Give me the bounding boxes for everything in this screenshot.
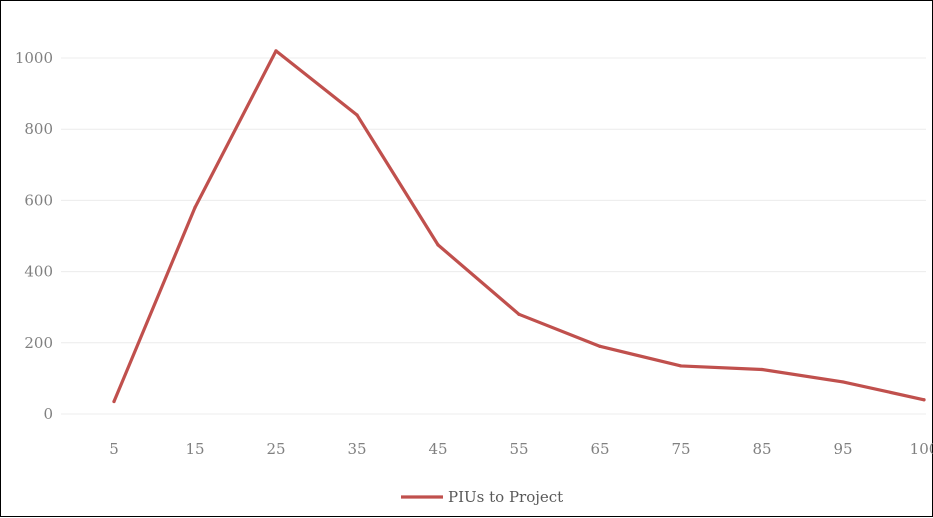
gridlines xyxy=(61,57,926,415)
data-point xyxy=(274,49,278,53)
series-line xyxy=(112,49,926,404)
data-point xyxy=(436,243,440,247)
x-tick-label: 25 xyxy=(266,440,285,458)
data-point xyxy=(679,364,683,368)
x-tick-label: 45 xyxy=(428,440,447,458)
x-tick-label: 65 xyxy=(590,440,609,458)
data-point xyxy=(355,113,359,117)
y-tick-label: 200 xyxy=(24,334,53,352)
y-tick-label: 400 xyxy=(24,263,53,281)
x-tick-label: 35 xyxy=(347,440,366,458)
x-axis-ticks: 5 15 25 35 45 55 65 75 85 95 100 xyxy=(109,440,933,458)
x-tick-label: 100 xyxy=(910,440,933,458)
y-axis-ticks: 0 200 400 600 800 1000 xyxy=(15,49,53,423)
data-point xyxy=(112,399,116,404)
x-tick-label: 75 xyxy=(671,440,690,458)
series-lines xyxy=(112,49,926,404)
data-point xyxy=(598,344,602,348)
data-point xyxy=(517,312,521,316)
y-tick-label: 800 xyxy=(24,120,53,138)
y-tick-label: 1000 xyxy=(15,49,53,67)
data-point xyxy=(760,367,764,372)
data-point xyxy=(922,398,926,402)
legend-label: PIUs to Project xyxy=(448,488,563,506)
x-tick-label: 15 xyxy=(185,440,204,458)
x-tick-label: 85 xyxy=(752,440,771,458)
x-tick-label: 55 xyxy=(509,440,528,458)
legend: PIUs to Project xyxy=(401,488,563,506)
y-tick-label: 0 xyxy=(43,405,53,423)
x-tick-label: 5 xyxy=(109,440,119,458)
y-tick-label: 600 xyxy=(24,191,53,209)
data-point xyxy=(841,380,845,384)
x-tick-label: 95 xyxy=(833,440,852,458)
data-point xyxy=(193,205,197,210)
